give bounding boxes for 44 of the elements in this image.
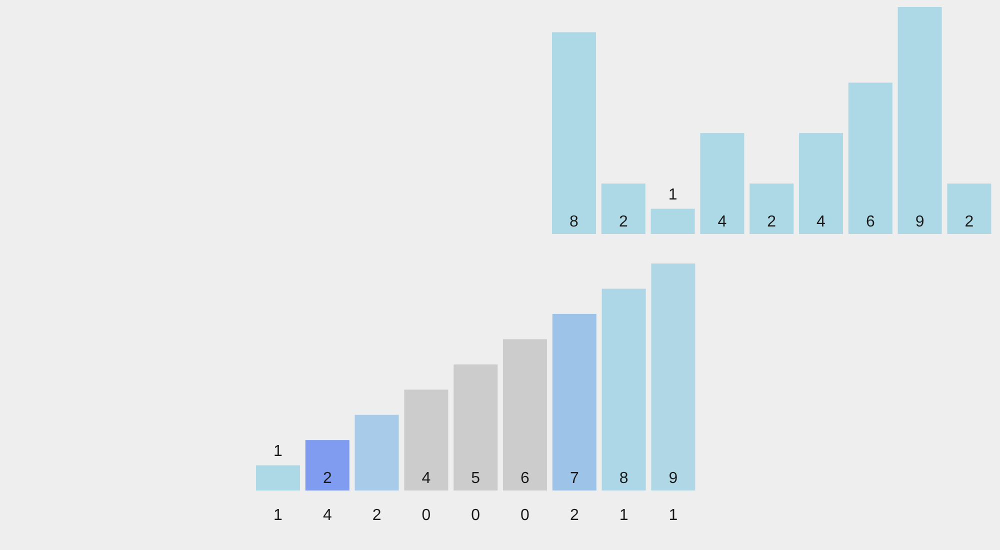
data-label: 6 <box>520 470 530 487</box>
bar <box>650 208 695 234</box>
data-label: 8 <box>570 214 579 230</box>
bar <box>454 364 498 490</box>
x-tick-label: 2 <box>372 507 382 524</box>
bar <box>651 264 696 490</box>
x-tick-label: 0 <box>471 507 480 524</box>
data-label: 2 <box>964 214 974 230</box>
bar <box>947 184 992 234</box>
bar <box>700 133 744 234</box>
bar <box>503 339 547 490</box>
x-tick-label: 1 <box>668 507 678 524</box>
bar <box>601 184 646 234</box>
data-label: 9 <box>668 470 678 487</box>
data-label: 1 <box>668 186 678 204</box>
bar <box>552 314 596 490</box>
x-tick-label: 1 <box>619 507 628 524</box>
x-tick-label: 0 <box>520 507 530 524</box>
x-tick-label: 1 <box>274 507 283 524</box>
bar <box>750 184 794 234</box>
bar <box>305 440 350 490</box>
data-label: 2 <box>322 470 332 487</box>
bar <box>602 288 646 490</box>
data-label: 1 <box>274 442 283 460</box>
data-label: 9 <box>915 214 924 230</box>
x-tick-label: 2 <box>570 507 579 524</box>
data-label: 7 <box>570 470 579 487</box>
data-label: 4 <box>718 214 727 230</box>
bar <box>552 32 596 234</box>
data-label: 2 <box>618 214 628 230</box>
bar <box>898 7 942 234</box>
x-tick-label: 4 <box>322 507 332 524</box>
data-label: 8 <box>619 470 628 487</box>
data-label: 6 <box>866 214 875 230</box>
data-label: 4 <box>422 470 431 487</box>
bar <box>799 133 843 234</box>
data-label: 2 <box>767 214 776 230</box>
bar <box>256 465 300 490</box>
data-label: 4 <box>816 214 826 230</box>
data-label: 5 <box>471 470 480 487</box>
bar <box>848 82 892 234</box>
bar <box>354 414 399 490</box>
bar <box>404 390 448 490</box>
x-tick-label: 0 <box>422 507 431 524</box>
